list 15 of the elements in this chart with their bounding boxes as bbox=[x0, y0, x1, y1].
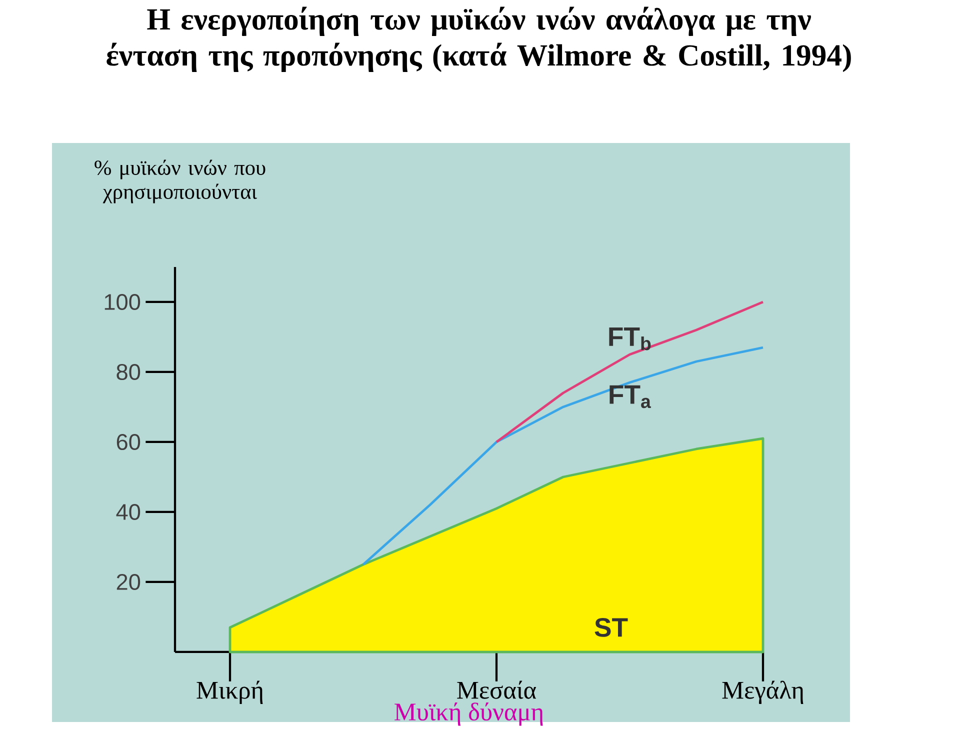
y-tick-label: 100 bbox=[104, 294, 140, 310]
y-axis-title: % μυϊκών ινών που χρησιμοποιούνται bbox=[94, 160, 266, 204]
y-tick-label: 20 bbox=[116, 574, 140, 590]
x-axis-title: Μυϊκή δύναμη bbox=[394, 702, 543, 726]
series-label: FT$_{a}$ bbox=[610, 385, 652, 408]
x-tick-label: Μεσαία bbox=[457, 680, 536, 699]
y-tick-label: 80 bbox=[116, 364, 140, 380]
y-tick-label: 60 bbox=[116, 434, 140, 450]
series-label: ST bbox=[594, 618, 628, 637]
x-tick-label: Μεγάλη bbox=[722, 680, 804, 704]
chart-title: Η ενεργοποίηση των μυϊκών ινών ανάλογα με την ένταση της προπόνησης (κατά Wilmore & Costill, 1994) bbox=[106, 6, 851, 72]
series-label: FT$_{b}$ bbox=[609, 327, 651, 350]
line-series bbox=[495, 300, 764, 444]
y-tick-label: 40 bbox=[116, 504, 140, 520]
x-tick-label: Μικρή bbox=[196, 680, 263, 704]
